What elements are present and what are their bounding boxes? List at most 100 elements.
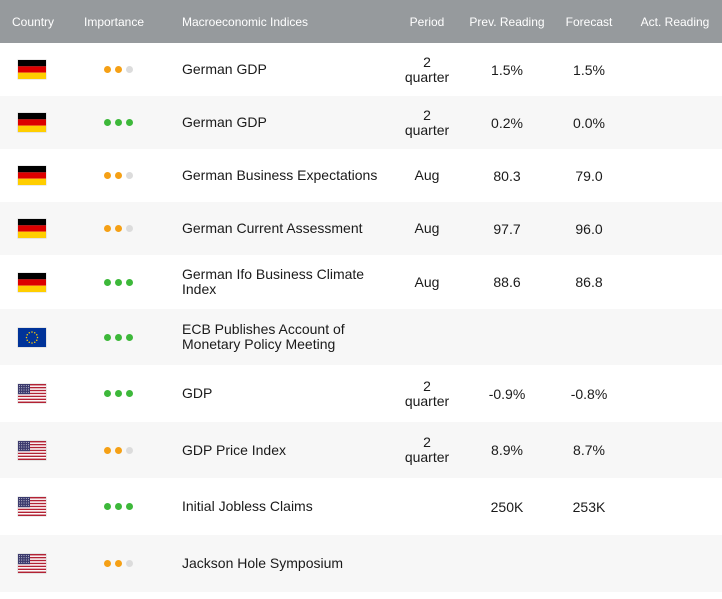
importance-cell: [64, 172, 172, 179]
importance-dot-icon: [114, 333, 122, 341]
period-cell: 2 quarter: [404, 53, 450, 85]
header-indices[interactable]: Macroeconomic Indices: [182, 14, 309, 29]
importance-dot-icon: [103, 560, 111, 567]
indicator-name[interactable]: Jackson Hole Symposium: [182, 555, 344, 571]
table-row[interactable]: German GDP 2 quarter 1.5% 1.5%: [0, 43, 722, 96]
indicator-name[interactable]: German Business Expectations: [182, 167, 378, 183]
importance-cell: [64, 333, 172, 341]
indicator-name[interactable]: GDP Price Index: [182, 441, 287, 458]
importance-dot-icon: [103, 446, 111, 454]
indicator-name[interactable]: German Current Assessment: [182, 220, 363, 236]
prev-reading-cell: 97.7: [493, 220, 521, 237]
importance-dot-icon: [125, 503, 133, 510]
table-row[interactable]: GDP 2 quarter -0.9% -0.8%: [0, 365, 722, 422]
period-cell: Aug: [414, 220, 440, 236]
country-cell: [0, 384, 64, 403]
period-cell: 2 quarter: [404, 377, 450, 409]
germany-flag-icon: [18, 272, 46, 292]
importance-dot-icon: [114, 560, 122, 567]
prev-reading-cell: 80.3: [493, 167, 521, 184]
importance-cell: [64, 119, 172, 126]
indicator-name[interactable]: ECB Publishes Account of Monetary Policy…: [182, 321, 345, 352]
forecast-cell: 79.0: [575, 167, 603, 184]
header-period[interactable]: Period: [409, 14, 445, 29]
importance-dot-icon: [125, 390, 133, 397]
table-row[interactable]: Initial Jobless Claims 250K 253K: [0, 478, 722, 535]
table-header: Country Importance Macroeconomic Indices…: [0, 0, 722, 43]
period-cell: Aug: [414, 273, 440, 290]
importance-indicator: [103, 225, 133, 232]
eu-flag-icon: [18, 327, 46, 347]
importance-indicator: [103, 503, 133, 510]
importance-dot-icon: [103, 66, 111, 73]
country-cell: [0, 60, 64, 79]
importance-dot-icon: [114, 446, 122, 454]
importance-dot-icon: [125, 119, 133, 126]
period-cell: 2 quarter: [404, 106, 450, 138]
germany-flag-icon: [18, 60, 46, 79]
forecast-cell: 8.7%: [573, 442, 605, 458]
importance-indicator: [103, 390, 133, 397]
importance-dot-icon: [125, 66, 133, 73]
header-prev-reading[interactable]: Prev. Reading: [469, 14, 545, 29]
prev-reading-cell: 88.6: [493, 274, 521, 290]
forecast-cell: -0.8%: [570, 385, 608, 402]
usa-flag-icon: [18, 384, 46, 403]
importance-indicator: [103, 333, 133, 341]
importance-dot-icon: [103, 278, 111, 286]
table-body: German GDP 2 quarter 1.5% 1.5% German GDP 2 q…: [0, 43, 722, 592]
country-cell: [0, 166, 64, 185]
table-row[interactable]: GDP Price Index 2 quarter 8.9% 8.7%: [0, 422, 722, 478]
table-row[interactable]: ECB Publishes Account of Monetary Policy…: [0, 309, 722, 365]
forecast-cell: 86.8: [575, 274, 603, 290]
importance-dot-icon: [125, 172, 133, 179]
header-importance[interactable]: Importance: [84, 14, 145, 29]
importance-cell: [64, 278, 172, 286]
importance-dot-icon: [103, 390, 111, 397]
indicator-name[interactable]: German Ifo Business Climate Index: [182, 266, 365, 297]
importance-cell: [64, 66, 172, 73]
header-forecast[interactable]: Forecast: [565, 14, 613, 29]
table-row[interactable]: German GDP 2 quarter 0.2% 0.0%: [0, 96, 722, 149]
importance-cell: [64, 390, 172, 397]
importance-cell: [64, 446, 172, 454]
table-row[interactable]: German Current Assessment Aug 97.7 96.0: [0, 202, 722, 255]
indicator-name[interactable]: German GDP: [182, 61, 267, 77]
importance-cell: [64, 225, 172, 232]
country-cell: [0, 272, 64, 292]
table-row[interactable]: German Business Expectations Aug 80.3 79.0: [0, 149, 722, 202]
period-cell: Aug: [414, 167, 440, 183]
country-cell: [0, 440, 64, 460]
germany-flag-icon: [18, 219, 46, 238]
importance-dot-icon: [114, 390, 122, 397]
prev-reading-cell: -0.9%: [488, 385, 526, 402]
importance-dot-icon: [114, 66, 122, 73]
importance-dot-icon: [125, 278, 133, 286]
table-row[interactable]: Jackson Hole Symposium: [0, 535, 722, 592]
forecast-cell: 0.0%: [573, 114, 605, 131]
indicator-name[interactable]: GDP: [182, 385, 213, 401]
table-row[interactable]: German Ifo Business Climate Index Aug 88.6…: [0, 255, 722, 309]
usa-flag-icon: [18, 554, 46, 573]
indicator-name[interactable]: Initial Jobless Claims: [182, 498, 313, 514]
header-actual-reading[interactable]: Act. Reading: [640, 14, 710, 29]
country-cell: [0, 497, 64, 516]
importance-cell: [64, 503, 172, 510]
header-country[interactable]: Country: [12, 14, 55, 29]
forecast-cell: 1.5%: [573, 61, 605, 78]
prev-reading-cell: 8.9%: [491, 442, 523, 458]
country-cell: [0, 554, 64, 573]
forecast-cell: 253K: [572, 498, 606, 515]
usa-flag-icon: [18, 497, 46, 516]
indicator-name[interactable]: German GDP: [182, 114, 267, 130]
importance-indicator: [103, 560, 133, 567]
importance-indicator: [103, 172, 133, 179]
prev-reading-cell: 0.2%: [491, 114, 523, 131]
importance-dot-icon: [103, 225, 111, 232]
importance-dot-icon: [103, 172, 111, 179]
usa-flag-icon: [18, 440, 46, 460]
importance-dot-icon: [125, 560, 133, 567]
country-cell: [0, 219, 64, 238]
prev-reading-cell: 1.5%: [491, 61, 523, 78]
importance-dot-icon: [103, 119, 111, 126]
